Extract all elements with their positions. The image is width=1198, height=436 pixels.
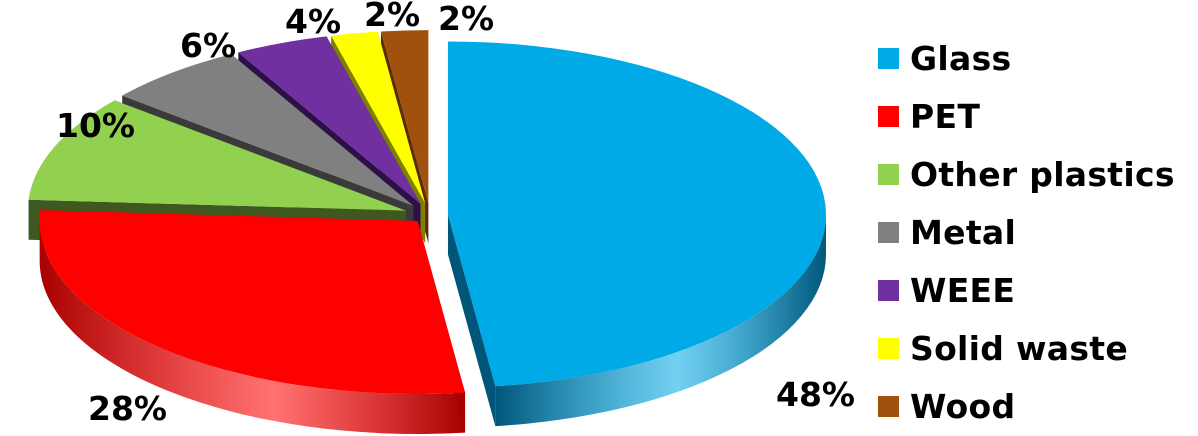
legend-swatch (878, 395, 899, 417)
legend-swatch (878, 47, 899, 69)
slice-side-pet (39, 221, 466, 435)
slice-glass (447, 41, 826, 387)
legend-swatch (878, 221, 899, 243)
legend-label: Metal (910, 212, 1017, 252)
legend-swatch (878, 337, 899, 359)
data-label-glass: 48% (776, 375, 855, 414)
legend-label: Solid waste (910, 328, 1129, 368)
legend-item-weee: WEEE (878, 270, 1015, 310)
legend-label: WEEE (910, 270, 1016, 310)
legend-item-metal: Metal (878, 212, 1016, 252)
slice-side-glass (495, 214, 826, 427)
legend-label: Other plastics (910, 154, 1175, 194)
legend-item-pet: PET (878, 96, 980, 136)
slice-solid-waste (331, 31, 426, 204)
slice-other-plastics (28, 100, 406, 211)
legend-swatch (878, 105, 899, 127)
legend-label: Glass (910, 38, 1012, 78)
slice-pet (39, 210, 466, 395)
pie-chart: 48% 28% 10% 6% 4% 2% 2% (28, 0, 855, 435)
slice-cut-glass-1 (447, 214, 496, 427)
slice-wood (380, 30, 429, 204)
data-label-weee: 4% (285, 2, 341, 41)
pie-labels: 48% 28% 10% 6% 4% 2% 2% (56, 0, 855, 428)
legend-swatch (878, 163, 899, 185)
legend-item-wood: Wood (878, 386, 1015, 426)
legend-swatch (878, 279, 899, 301)
legend-item-solid-waste: Solid waste (878, 328, 1128, 368)
slice-weee (238, 36, 421, 204)
legend-item-other-plastics: Other plastics (878, 154, 1175, 194)
data-label-other-plastics: 10% (56, 106, 135, 145)
slice-metal (122, 54, 414, 206)
data-label-wood: 2% (438, 0, 494, 38)
data-label-pet: 28% (88, 389, 167, 428)
data-label-solid-waste: 2% (364, 0, 420, 34)
pie-tops (28, 30, 826, 395)
legend-label: Wood (910, 386, 1016, 426)
data-label-metal: 6% (180, 26, 236, 65)
legend-item-glass: Glass (878, 38, 1011, 78)
legend-label: PET (910, 96, 981, 136)
